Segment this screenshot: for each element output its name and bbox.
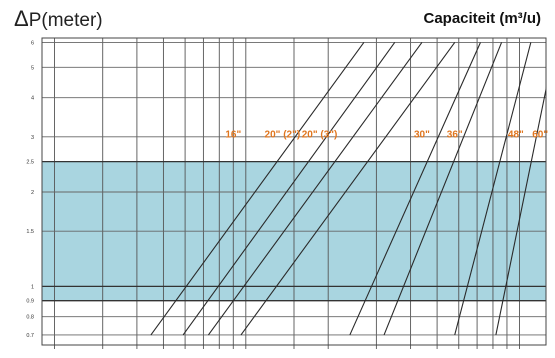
series-label: 60" bbox=[532, 130, 548, 141]
series-label: 48" bbox=[508, 130, 524, 141]
series-line bbox=[383, 42, 503, 336]
y-tick-label: 0.7 bbox=[26, 333, 34, 339]
series-line bbox=[240, 42, 456, 336]
y-tick-label: 6 bbox=[31, 40, 34, 46]
y-tick-label: 5 bbox=[31, 65, 34, 71]
series-label: 20" (2") bbox=[265, 130, 301, 141]
series-line bbox=[182, 42, 396, 336]
series-line bbox=[495, 86, 546, 336]
y-tick-label: 3 bbox=[31, 135, 34, 141]
delta-symbol: Δ bbox=[14, 6, 29, 31]
series-label: 36" bbox=[447, 130, 463, 141]
series-line bbox=[207, 42, 423, 336]
y-tick-label: 1.5 bbox=[26, 229, 34, 235]
series-label: 16" bbox=[225, 130, 241, 141]
y-tick-label: 2 bbox=[31, 190, 34, 196]
series-line bbox=[454, 42, 532, 336]
chart-title-right: Capaciteit (m³/u) bbox=[423, 10, 541, 27]
chart-title-left: ΔP(meter) bbox=[14, 6, 103, 32]
y-axis-title: P(meter) bbox=[28, 10, 103, 31]
y-tick-label: 1 bbox=[31, 284, 34, 290]
y-tick-label: 4 bbox=[31, 96, 34, 102]
y-tick-label: 0.8 bbox=[26, 315, 34, 321]
series-line bbox=[349, 42, 481, 336]
series-label: 30" bbox=[414, 130, 430, 141]
series-label: 20" (3") bbox=[302, 130, 338, 141]
y-tick-label: 0.9 bbox=[26, 299, 34, 305]
series-line bbox=[150, 42, 365, 336]
plot-frame bbox=[41, 37, 547, 346]
y-tick-label: 2.5 bbox=[26, 160, 34, 166]
